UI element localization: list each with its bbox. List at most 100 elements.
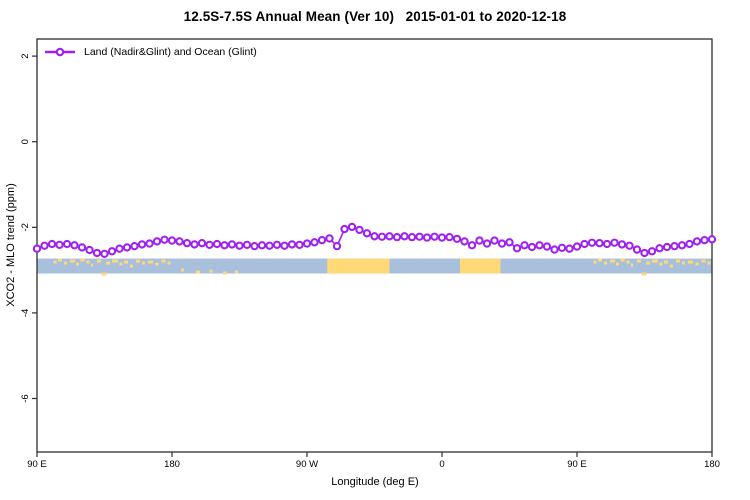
x-tick-label: 90 E [567,459,587,470]
data-point [587,238,597,247]
data-point [520,241,529,250]
map-strip-island [167,261,171,265]
map-strip-land [327,258,390,274]
data-point [550,245,559,254]
data-point [62,239,72,249]
data-point [415,232,424,241]
data-point [167,236,177,245]
data-point [160,235,169,244]
map-strip-island [130,264,133,268]
map-strip-island [142,261,145,265]
map-strip-island [676,259,680,263]
data-point [565,244,574,253]
map-strip-island [637,259,641,263]
data-point [422,233,432,242]
map-strip-island [155,262,159,266]
map-strip-island [86,260,90,264]
data-point [295,240,304,250]
data-point [685,239,694,249]
data-point [392,233,402,242]
data-point [535,241,544,250]
x-tick-label: 90 E [27,459,47,470]
map-strip-island [76,262,79,266]
data-point [197,238,207,248]
map-strip-island [58,258,62,262]
map-strip-island [626,260,630,264]
data-point [265,241,274,250]
map-strip-island [91,263,93,267]
data-point [287,240,297,249]
map-strip-island [652,259,658,263]
data-point [467,241,477,250]
map-strip-island [646,261,650,265]
y-tick-label: 0 [20,139,31,144]
data-point [77,243,87,252]
data-point [212,239,222,249]
data-point [32,244,42,253]
x-tick-label: 90 W [296,459,318,470]
data-point [70,241,79,250]
map-strip-island [196,270,200,274]
data-point [497,239,507,248]
data-point [377,232,387,241]
map-strip-island [235,270,238,274]
map-strip-island [641,272,647,276]
data-point [617,240,627,249]
map-strip-island [620,258,625,262]
data-point [632,245,642,254]
data-point [572,242,582,251]
data-point [445,233,454,242]
data-point [332,241,342,251]
data-point [242,240,252,250]
data-point [692,237,702,246]
data-point [55,240,64,250]
data-point [595,238,604,248]
data-point [437,233,447,242]
map-strip-island [631,263,633,267]
data-point [115,244,124,253]
data-point [557,243,567,253]
map-strip-island [119,262,123,266]
map-strip-island [101,272,107,276]
data-point [505,238,514,247]
data-point [175,237,184,246]
chart-title: 12.5S-7.5S Annual Mean (Ver 10) 2015-01-… [183,9,567,24]
data-point [220,241,229,250]
map-strip-island [688,260,693,264]
y-tick-label: -4 [20,309,31,317]
data-point [272,240,282,250]
data-point [647,247,657,256]
map-strip-island [80,258,85,262]
legend-marker-icon [45,47,75,57]
x-axis-title: Longitude (deg E) [331,476,419,488]
map-strip-island [610,259,615,263]
map-strip-island [97,259,101,263]
map-strip-island [112,259,118,263]
y-tick-label: -6 [20,394,31,402]
map-strip-island [64,261,67,265]
data-point [280,241,289,250]
map-strip-island [659,262,663,266]
map-strip-island [124,260,128,264]
data-point [662,242,672,252]
data-point [347,222,357,232]
data-point [317,236,327,245]
map-strip-island [598,258,602,262]
data-point [205,240,214,250]
data-point [152,237,162,246]
data-point [362,229,372,238]
data-point [257,241,267,250]
data-point [670,241,679,251]
data-point [100,249,109,258]
data-point [92,248,102,258]
data-point [655,244,664,253]
legend: Land (Nadir&Glint) and Ocean (Glint) [44,46,257,58]
map-strip-island [604,261,607,265]
map-strip-island [695,262,699,266]
data-point [250,241,259,251]
x-tick-label: 180 [704,459,720,470]
map-strip-island [181,268,184,272]
data-point [122,243,132,252]
